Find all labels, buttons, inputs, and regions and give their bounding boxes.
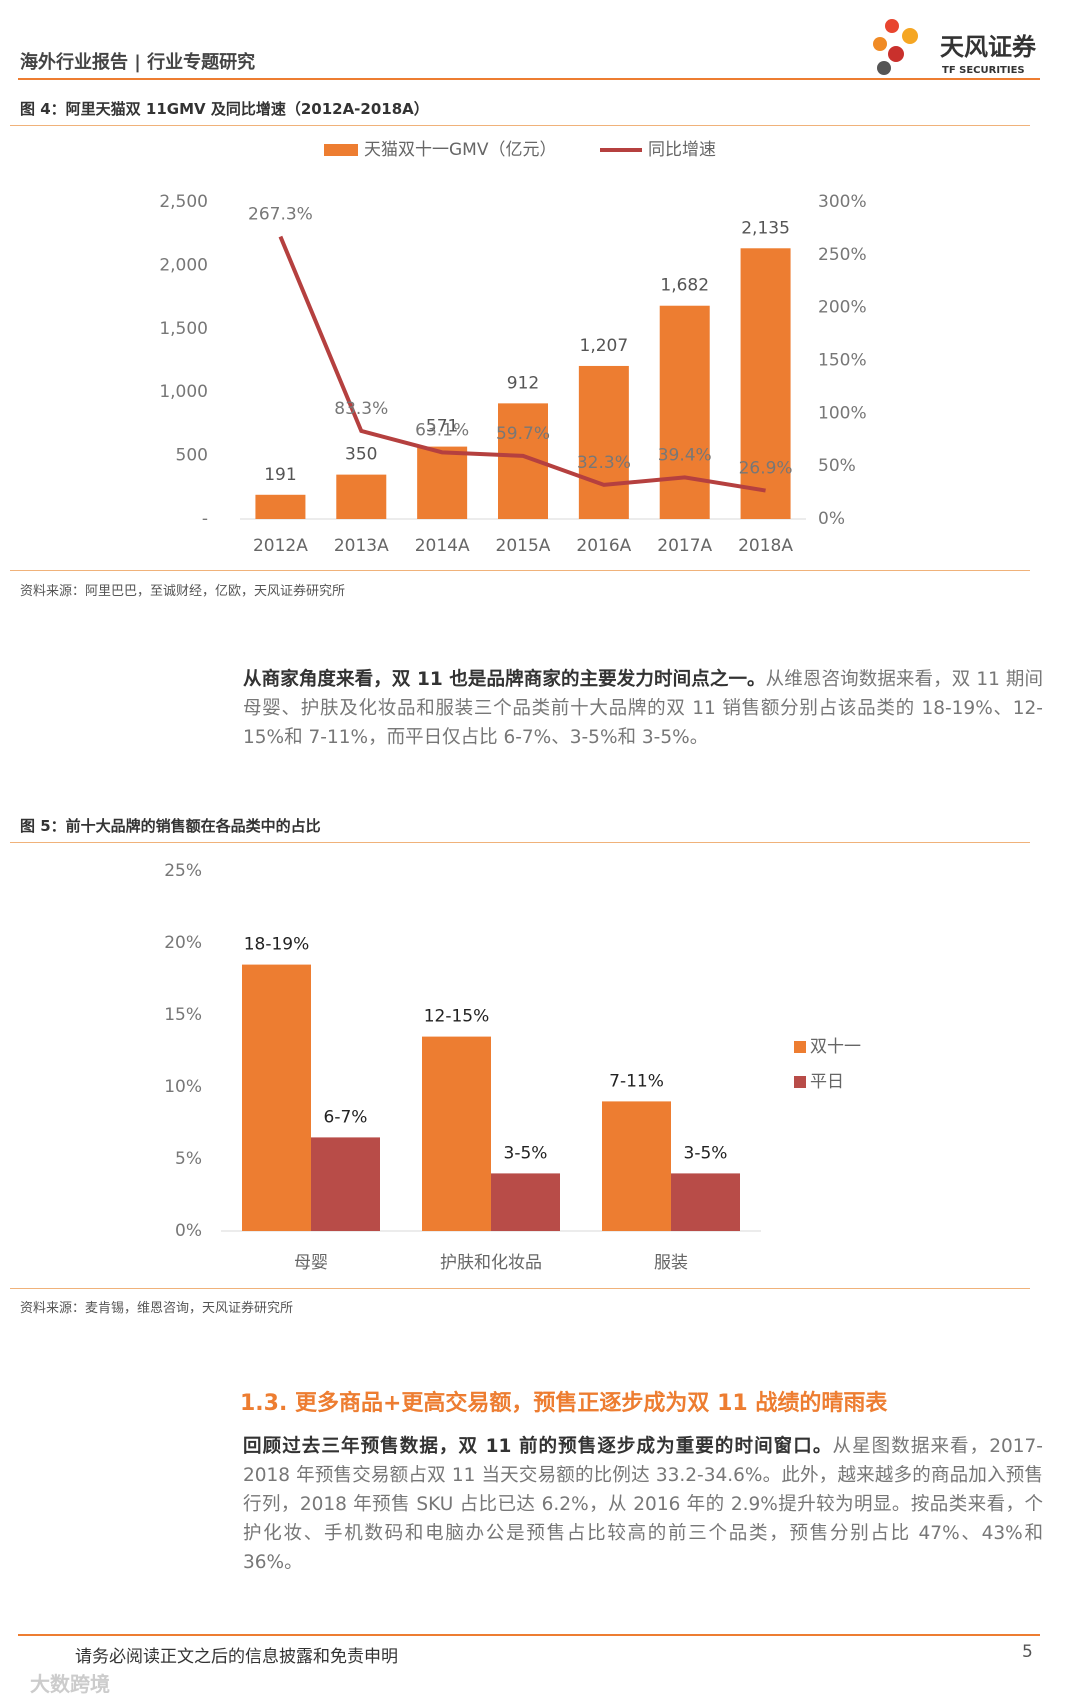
bar-value-label: 12-15% bbox=[424, 1007, 490, 1027]
figure-source: 资料来源：麦肯锡，维恩咨询，天风证券研究所 bbox=[20, 1301, 294, 1316]
bar-value-label: 6-7% bbox=[324, 1107, 368, 1127]
chart: - 500 1,000 1,500 2,000 2,500 0% 50% 100% 150% 200… bbox=[159, 140, 867, 556]
x-tick-label: 护肤和化妆品 bbox=[440, 1253, 542, 1273]
x-tick-label: 2015A bbox=[496, 536, 551, 556]
y-tick-label: 0% bbox=[175, 1221, 202, 1241]
figure-caption: 图 5：前十大品牌的销售额在各品类中的占比 bbox=[20, 817, 321, 835]
line-value-label: 267.3% bbox=[248, 205, 313, 225]
bar-value-label: 912 bbox=[507, 373, 539, 393]
legend-label: 双十一 bbox=[810, 1037, 861, 1057]
y-tick-label: 15% bbox=[164, 1005, 202, 1025]
paragraph: 从商家角度来看，双 11 也是品牌商家的主要发力时间点之一。从维恩咨询数据来看，… bbox=[243, 665, 1043, 752]
bar bbox=[740, 248, 791, 520]
source-rule bbox=[10, 570, 1030, 571]
bar-value-label: 1,682 bbox=[660, 276, 709, 296]
paragraph-text: 从星图数据来看，2017-2018 年预售交易额占双 11 当天交易额的比例达 … bbox=[243, 1436, 1043, 1573]
paragraph: 回顾过去三年预售数据，双 11 前的预售逐步成为重要的时间窗口。从星图数据来看，… bbox=[243, 1432, 1043, 1577]
y-tick-label: 1,000 bbox=[159, 382, 208, 402]
header-rule bbox=[18, 78, 1040, 80]
x-tick-label: 2013A bbox=[334, 536, 389, 556]
section-title: 1.3. 更多商品+更高交易额，预售正逐步成为双 11 战绩的晴雨表 bbox=[240, 1391, 888, 1416]
x-tick-label: 服装 bbox=[654, 1253, 688, 1273]
x-tick-label: 2017A bbox=[657, 536, 712, 556]
y2-tick-label: 250% bbox=[818, 245, 867, 265]
bar-value-label: 191 bbox=[264, 465, 296, 485]
line-value-label: 63.1% bbox=[415, 420, 469, 440]
y-tick-label: 10% bbox=[164, 1077, 202, 1097]
y-tick-label: 20% bbox=[164, 933, 202, 953]
bar bbox=[671, 1173, 740, 1231]
line-value-label: 26.9% bbox=[739, 459, 793, 479]
line-value-label: 83.3% bbox=[334, 399, 388, 419]
line-value-label: 59.7% bbox=[496, 424, 550, 444]
source-rule bbox=[10, 1288, 1030, 1289]
bar bbox=[578, 365, 629, 519]
figure-source: 资料来源：阿里巴巴，至诚财经，亿欧，天风证券研究所 bbox=[20, 584, 346, 599]
chart: 0% 5% 10% 15% 20% 25% 母婴 护肤和化妆品 服装 18-19% 12-15% 7-… bbox=[164, 861, 861, 1273]
bar bbox=[422, 1036, 491, 1231]
bar-value-label: 350 bbox=[345, 445, 377, 465]
y-tick-label: 1,500 bbox=[159, 319, 208, 339]
paragraph-text: 从维恩咨询数据来看，双 11 期间母婴、护肤及化妆品和服装三个品类前十大品牌的双… bbox=[243, 669, 1043, 748]
y2-tick-label: 50% bbox=[818, 456, 856, 476]
bar-value-label: 18-19% bbox=[244, 935, 310, 955]
bar-value-label: 3-5% bbox=[504, 1143, 548, 1163]
bar-value-label: 571 bbox=[426, 417, 458, 437]
caption-rule bbox=[10, 125, 1030, 126]
bar bbox=[311, 1137, 380, 1231]
line-value-label: 39.4% bbox=[658, 445, 712, 465]
y-tick-label: 25% bbox=[164, 861, 202, 881]
line-value-label: 32.3% bbox=[577, 453, 631, 473]
header-title: 海外行业报告 | 行业专题研究 bbox=[20, 52, 256, 73]
logo-en: TF SECURITIES bbox=[942, 65, 1025, 76]
x-tick-label: 母婴 bbox=[294, 1253, 328, 1273]
line bbox=[278, 235, 766, 493]
figure-caption: 图 4：阿里天猫双 11GMV 及同比增速（2012A-2018A） bbox=[20, 100, 429, 118]
bar bbox=[255, 494, 306, 519]
watermark: 大数跨境 bbox=[30, 1672, 110, 1696]
y-tick-label: - bbox=[202, 509, 208, 529]
y-tick-label: 500 bbox=[176, 446, 208, 466]
legend-label: 天猫双十一GMV（亿元） bbox=[364, 140, 556, 160]
paragraph-lead: 回顾过去三年预售数据，双 11 前的预售逐步成为重要的时间窗口。 bbox=[243, 1436, 833, 1457]
footer-rule bbox=[18, 1634, 1040, 1636]
footer-text: 请务必阅读正文之后的信息披露和免责申明 bbox=[75, 1647, 398, 1667]
bar bbox=[602, 1101, 671, 1231]
bar-value-label: 3-5% bbox=[684, 1143, 728, 1163]
bar bbox=[242, 964, 311, 1231]
bar bbox=[417, 446, 468, 519]
logo: 天风证券 TF SECURITIES bbox=[873, 19, 1037, 76]
y2-tick-label: 100% bbox=[818, 403, 867, 423]
logo-cn: 天风证券 bbox=[940, 33, 1037, 61]
bar bbox=[336, 474, 387, 519]
caption-rule bbox=[10, 842, 1030, 843]
bar bbox=[491, 1173, 560, 1231]
paragraph-lead: 从商家角度来看，双 11 也是品牌商家的主要发力时间点之一。 bbox=[243, 669, 766, 690]
legend-swatch bbox=[324, 144, 358, 156]
legend-label: 平日 bbox=[810, 1072, 844, 1092]
legend-label: 同比增速 bbox=[648, 140, 716, 160]
y-tick-label: 2,000 bbox=[159, 255, 208, 275]
bar-value-label: 2,135 bbox=[741, 218, 790, 238]
bar-value-label: 1,207 bbox=[580, 336, 629, 356]
bar-value-label: 7-11% bbox=[609, 1071, 664, 1091]
y2-tick-label: 0% bbox=[818, 509, 845, 529]
y2-tick-label: 300% bbox=[818, 192, 867, 212]
x-tick-label: 2012A bbox=[253, 536, 308, 556]
legend-swatch bbox=[794, 1041, 806, 1053]
y-tick-label: 2,500 bbox=[159, 192, 208, 212]
x-tick-label: 2014A bbox=[415, 536, 470, 556]
x-tick-label: 2016A bbox=[576, 536, 631, 556]
bar bbox=[659, 305, 710, 519]
legend-swatch bbox=[794, 1076, 806, 1088]
page-number: 5 bbox=[1022, 1642, 1033, 1662]
y-tick-label: 5% bbox=[175, 1149, 202, 1169]
x-tick-label: 2018A bbox=[738, 536, 793, 556]
y2-tick-label: 200% bbox=[818, 298, 867, 318]
y2-tick-label: 150% bbox=[818, 351, 867, 371]
